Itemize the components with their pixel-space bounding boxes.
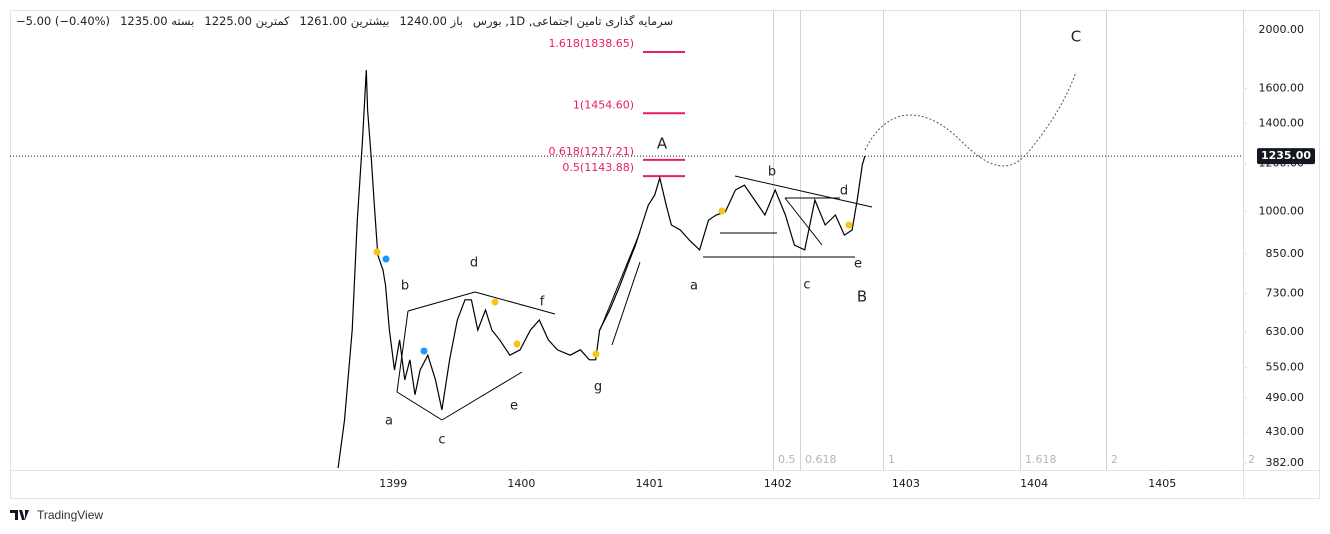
y-tick-label: 490.00 — [1266, 391, 1305, 404]
time-fib-label: 0.5 — [778, 453, 796, 466]
wave-label: c — [803, 278, 810, 293]
wave-label: c — [438, 433, 445, 448]
marker-dot — [382, 255, 390, 263]
trend-line — [734, 175, 873, 208]
wave-label: C — [1071, 28, 1081, 46]
y-tick-label: 1600.00 — [1259, 81, 1305, 94]
field-label: کمترین — [255, 14, 290, 28]
field-value: 1225.00 — [204, 14, 252, 28]
trend-line — [784, 197, 823, 246]
trend-line — [396, 310, 409, 393]
chart: 0.5 0.618 1 1.618 2 2 382.00 430.00 490.00 550.00… — [10, 10, 1320, 499]
marker-dot — [373, 248, 381, 256]
time-fib-label: 2 — [1111, 453, 1118, 466]
projection — [864, 71, 1077, 167]
time-fib-label: 2 — [1248, 453, 1255, 466]
last-price-tag — [1257, 148, 1315, 165]
wave-label: b — [401, 279, 409, 294]
y-tick-label: 1000.00 — [1259, 204, 1305, 217]
wave-label: g — [594, 380, 602, 395]
wave-label: f — [540, 295, 545, 310]
brand: TradingView — [37, 508, 104, 522]
y-tick-label: 550.00 — [1266, 361, 1305, 374]
x-tick-label: 1405 — [1148, 477, 1176, 490]
trend-line — [441, 371, 523, 421]
trend-line — [599, 231, 641, 331]
trend-line — [611, 261, 641, 346]
change: −5.00 (−0.40%) — [16, 14, 110, 28]
marker-dot — [592, 350, 600, 358]
y-tick-label: 382.00 — [1266, 456, 1305, 469]
y-tick-label: 730.00 — [1266, 287, 1305, 300]
ohlc: بیشترین 1261.00 — [300, 14, 390, 28]
fib-label: 1(1454.60) — [573, 98, 634, 111]
wave-label: a — [385, 414, 393, 429]
marker-dot — [845, 221, 853, 229]
x-tick-label: 1400 — [507, 477, 535, 490]
y-tick-label: 850.00 — [1266, 247, 1305, 260]
x-tick-label: 1403 — [892, 477, 920, 490]
symbol: سرمایه گذاری تامین اجتماعی, 1D, بورس — [472, 14, 674, 28]
ohlc: باز 1240.00 — [399, 14, 462, 28]
fib-label: 1.618(1838.65) — [548, 37, 634, 50]
fib-label: 0.618(1217.21) — [548, 145, 634, 158]
x-tick-label: 1404 — [1020, 477, 1048, 490]
field-value: 1235.00 — [120, 14, 168, 28]
marker-dot — [718, 207, 726, 215]
trend-line — [396, 391, 443, 421]
time-fib-label: 1.618 — [1025, 453, 1057, 466]
x-tick-label: 1402 — [764, 477, 792, 490]
logo — [10, 510, 29, 520]
field-label: بسته — [171, 14, 195, 28]
ohlc: بسته 1235.00 — [120, 14, 194, 28]
wave-label: e — [854, 257, 862, 272]
trend-line — [474, 291, 556, 315]
footer: TradingView — [10, 508, 103, 522]
price-line — [337, 70, 866, 468]
fib-label: 0.5(1143.88) — [562, 161, 634, 174]
wave-label: d — [470, 256, 478, 271]
marker-dot — [420, 347, 428, 355]
y-tick-label: 2000.00 — [1259, 23, 1305, 36]
wave-label: a — [690, 279, 698, 294]
wave-label: b — [768, 165, 776, 180]
x-tick-label: 1399 — [379, 477, 407, 490]
change-percent: (−0.40%) — [54, 14, 111, 28]
chart-frame — [10, 10, 1320, 499]
time-fib-label: 0.618 — [805, 453, 837, 466]
ohlc: کمترین 1225.00 — [204, 14, 289, 28]
y-tick-label: 430.00 — [1266, 425, 1305, 438]
field-value: 1240.00 — [399, 14, 447, 28]
y-tick-label: 1400.00 — [1259, 116, 1305, 129]
field-label: باز — [450, 14, 463, 28]
legend-header: سرمایه گذاری تامین اجتماعی, 1D, بورس باز… — [16, 14, 673, 28]
wave-label: e — [510, 399, 518, 414]
x-tick-label: 1401 — [636, 477, 664, 490]
time-fib-label: 1 — [888, 453, 895, 466]
trend-line — [407, 291, 476, 312]
last-price-label: 1235.00 — [1261, 149, 1311, 162]
wave-label: A — [657, 135, 668, 153]
y-tick-label: 630.00 — [1266, 325, 1305, 338]
wave-label: B — [857, 288, 867, 306]
change-value: −5.00 — [16, 14, 52, 28]
field-value: 1261.00 — [299, 14, 348, 28]
field-label: بیشترین — [350, 14, 390, 28]
marker-dot — [513, 340, 521, 348]
marker-dot — [491, 298, 499, 306]
wave-label: d — [840, 184, 848, 199]
